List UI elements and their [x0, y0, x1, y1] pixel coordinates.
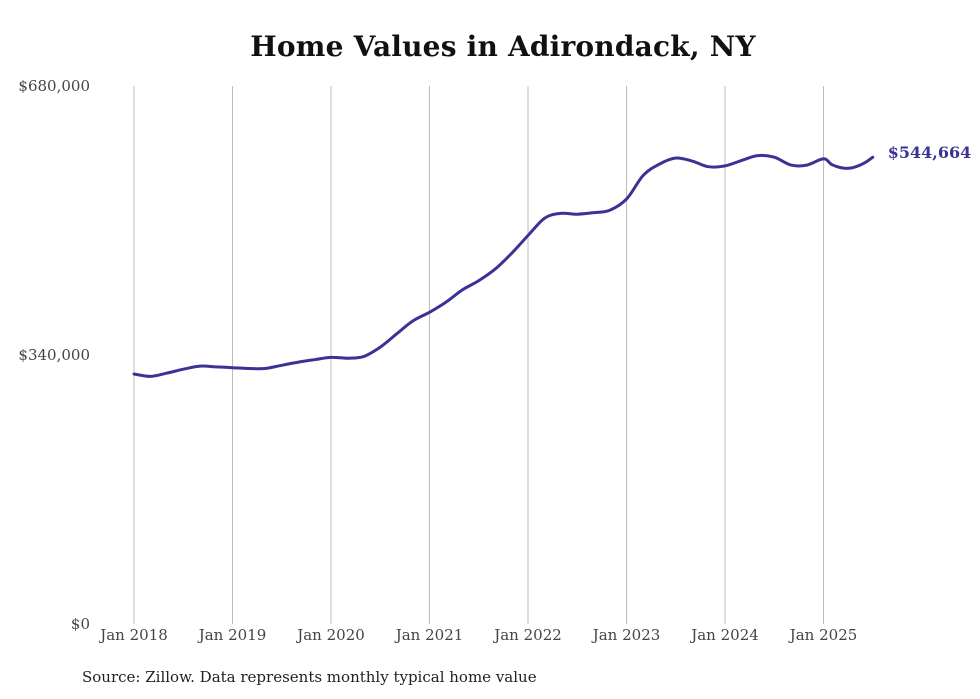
x-tick-label: Jan 2018: [98, 626, 168, 644]
x-tick-label: Jan 2021: [394, 626, 464, 644]
series-line: [132, 153, 875, 378]
grid-lines: [133, 86, 824, 624]
x-tick-label: Jan 2020: [295, 626, 365, 644]
x-tick-label: Jan 2024: [689, 626, 759, 644]
x-axis-ticks: Jan 2018 Jan 2019 Jan 2020 Jan 2021 Jan 2022…: [98, 626, 857, 644]
y-tick-label: $0: [71, 615, 90, 633]
chart-title: Home Values in Adirondack, NY: [250, 30, 756, 63]
source-footnote: Source: Zillow. Data represents monthly …: [82, 668, 537, 686]
x-tick-label: Jan 2023: [591, 626, 661, 644]
series-layer: $544,664: [132, 143, 972, 378]
end-value-label: $544,664: [888, 143, 972, 162]
y-axis-ticks: $0 $340,000 $680,000: [18, 77, 90, 633]
x-tick-label: Jan 2022: [492, 626, 562, 644]
y-tick-label: $340,000: [18, 346, 90, 364]
x-tick-label: Jan 2025: [788, 626, 858, 644]
x-tick-label: Jan 2019: [197, 626, 267, 644]
y-tick-label: $680,000: [18, 77, 90, 95]
